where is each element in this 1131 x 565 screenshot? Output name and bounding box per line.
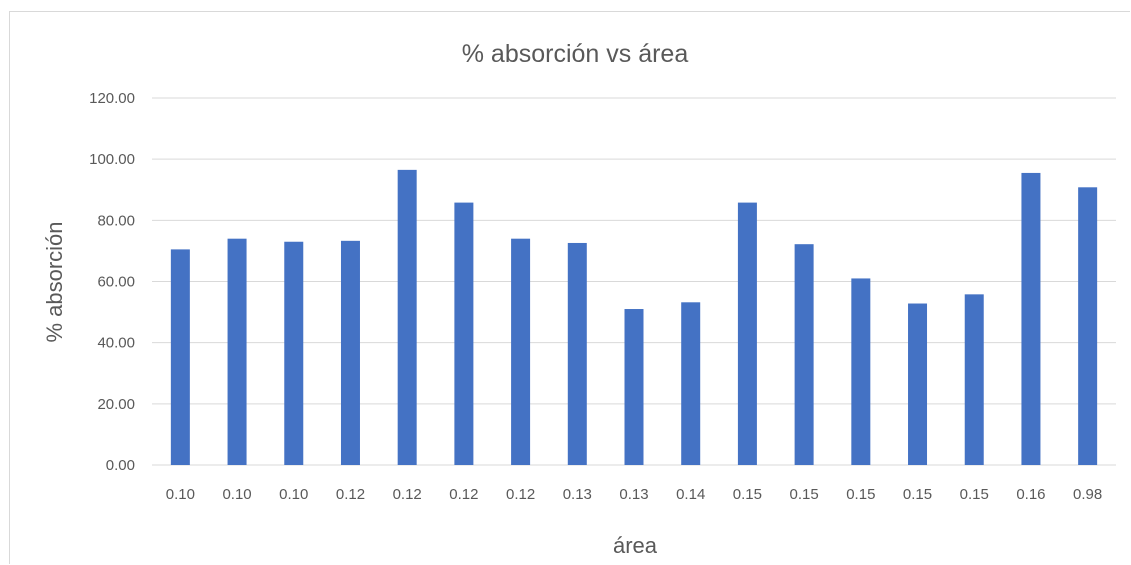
bar xyxy=(397,169,417,465)
x-tick-label: 0.12 xyxy=(506,486,535,503)
x-tick-label: 0.15 xyxy=(846,486,875,503)
x-tick-label: 0.13 xyxy=(619,486,648,503)
x-tick-label: 0.10 xyxy=(279,486,308,503)
bar xyxy=(851,278,871,465)
bar xyxy=(1021,172,1041,465)
x-tick-labels: 0.10 0.10 0.10 0.12 0.12 0.12 0.12 0.13 0.13 0.14… xyxy=(166,486,1102,503)
y-tick-label: 80.00 xyxy=(97,212,135,229)
bar xyxy=(908,303,928,465)
bar xyxy=(624,309,644,465)
y-tick-label: 60.00 xyxy=(97,274,135,291)
bar xyxy=(1078,187,1098,465)
y-tick-label: 0.00 xyxy=(106,457,135,474)
x-axis-title: área xyxy=(613,533,658,558)
x-tick-label: 0.15 xyxy=(960,486,989,503)
x-tick-label: 0.15 xyxy=(733,486,762,503)
y-tick-label: 100.00 xyxy=(89,151,135,168)
bar xyxy=(227,238,247,465)
x-tick-label: 0.16 xyxy=(1016,486,1045,503)
y-tick-label: 120.00 xyxy=(89,90,135,107)
chart-frame xyxy=(9,11,1130,564)
x-tick-label: 0.12 xyxy=(336,486,365,503)
x-tick-label: 0.15 xyxy=(903,486,932,503)
x-tick-label: 0.12 xyxy=(393,486,422,503)
bars xyxy=(170,169,1098,465)
bar xyxy=(511,238,531,465)
y-axis-title: % absorción xyxy=(42,221,67,342)
y-tick-labels: 0.00 20.00 40.00 60.00 80.00 100.00 120.00 xyxy=(89,90,135,474)
bar xyxy=(567,242,587,465)
bar xyxy=(794,244,814,465)
x-tick-label: 0.12 xyxy=(449,486,478,503)
bar xyxy=(170,249,190,465)
x-tick-label: 0.14 xyxy=(676,486,705,503)
x-tick-label: 0.98 xyxy=(1073,486,1102,503)
y-tick-label: 20.00 xyxy=(97,396,135,413)
x-tick-label: 0.10 xyxy=(222,486,251,503)
bar xyxy=(737,202,757,465)
bar xyxy=(681,302,701,465)
x-tick-label: 0.13 xyxy=(563,486,592,503)
bar xyxy=(964,294,984,465)
chart-title: % absorción vs área xyxy=(462,40,689,68)
bar xyxy=(454,202,474,465)
x-tick-label: 0.15 xyxy=(790,486,819,503)
bar xyxy=(340,240,360,465)
y-tick-label: 40.00 xyxy=(97,335,135,352)
bar xyxy=(284,241,304,465)
x-tick-label: 0.10 xyxy=(166,486,195,503)
